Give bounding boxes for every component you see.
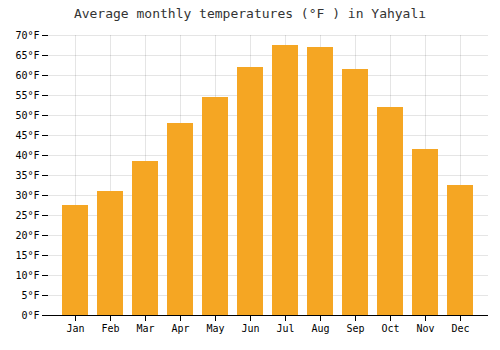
svg-text:45°F: 45°F — [15, 130, 39, 141]
svg-text:20°F: 20°F — [15, 230, 39, 241]
svg-text:10°F: 10°F — [15, 270, 39, 281]
svg-text:Apr: Apr — [171, 323, 189, 334]
html-text:Average monthly temperatures (: Average monthly temperatures (°F ) in Ya… — [73, 6, 427, 21]
svg-text:35°F: 35°F — [15, 170, 39, 181]
svg-text:Feb: Feb — [101, 323, 119, 334]
svg-text:65°F: 65°F — [15, 50, 39, 61]
svg-text:Dec: Dec — [451, 323, 469, 334]
svg-text:Mar: Mar — [136, 323, 154, 334]
svg-text:May: May — [206, 323, 224, 334]
svg-text:Jan: Jan — [66, 323, 84, 334]
svg-text:0°F: 0°F — [21, 310, 39, 321]
svg-text:55°F: 55°F — [15, 90, 39, 101]
svg-text:Oct: Oct — [381, 323, 399, 334]
svg-text:Jul: Jul — [276, 323, 294, 334]
svg-text:25°F: 25°F — [15, 210, 39, 221]
svg-text:15°F: 15°F — [15, 250, 39, 261]
svg-text:Nov: Nov — [416, 323, 434, 334]
svg-text:Sep: Sep — [346, 323, 364, 334]
svg-text:Jun: Jun — [241, 323, 259, 334]
svg-text:70°F: 70°F — [15, 30, 39, 41]
svg-text:Aug: Aug — [311, 323, 329, 334]
svg-text:5°F: 5°F — [21, 290, 39, 301]
svg-text:30°F: 30°F — [15, 190, 39, 201]
svg-text:40°F: 40°F — [15, 150, 39, 161]
svg-text:50°F: 50°F — [15, 110, 39, 121]
svg-text:60°F: 60°F — [15, 70, 39, 81]
